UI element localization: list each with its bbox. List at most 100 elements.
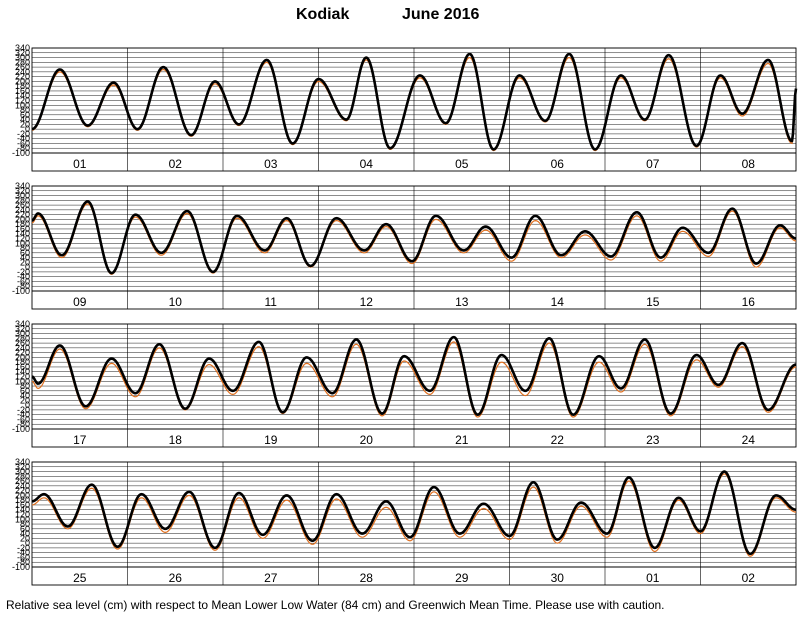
y-tick-label: 80 xyxy=(20,243,30,253)
day-label: 02 xyxy=(169,157,183,171)
y-tick-label: 0 xyxy=(25,124,30,134)
y-tick-label: 60 xyxy=(20,248,30,258)
y-tick-label: 100 xyxy=(15,238,30,248)
y-tick-label: 140 xyxy=(15,505,30,515)
tide-panel-1: -100-80-60-40-20020406080100120140160180… xyxy=(12,43,798,172)
day-label: 28 xyxy=(360,571,374,585)
series-line-observed xyxy=(31,335,797,416)
y-tick-label: 20 xyxy=(20,119,30,129)
y-tick-label: 0 xyxy=(25,538,30,548)
y-tick-label: 200 xyxy=(15,490,30,500)
day-label: 15 xyxy=(646,295,660,309)
y-tick-label: 140 xyxy=(15,91,30,101)
y-tick-label: -20 xyxy=(17,129,30,139)
y-tick-label: 220 xyxy=(15,486,30,496)
y-tick-label: -40 xyxy=(17,410,30,420)
y-tick-label: 100 xyxy=(15,100,30,110)
day-label: 21 xyxy=(455,433,469,447)
day-label: 29 xyxy=(455,571,469,585)
y-tick-label: -60 xyxy=(17,138,30,148)
y-tick-label: -40 xyxy=(17,548,30,558)
day-label: 08 xyxy=(742,157,756,171)
tide-panel-4: -100-80-60-40-20020406080100120140160180… xyxy=(12,457,797,586)
y-tick-label: -100 xyxy=(12,148,30,158)
y-tick-label: 60 xyxy=(20,110,30,120)
day-label: 25 xyxy=(73,571,87,585)
y-tick-label: -80 xyxy=(17,557,30,567)
day-label: 24 xyxy=(742,433,756,447)
y-tick-label: 100 xyxy=(15,376,30,386)
y-tick-label: -80 xyxy=(17,281,30,291)
panel-frame xyxy=(31,185,797,310)
day-label: 04 xyxy=(360,157,374,171)
y-tick-label: -100 xyxy=(12,424,30,434)
y-tick-label: 320 xyxy=(15,462,30,472)
day-label: 18 xyxy=(169,433,183,447)
y-tick-label: 340 xyxy=(15,181,30,191)
day-label: 27 xyxy=(264,571,278,585)
y-tick-label: -60 xyxy=(17,276,30,286)
day-label: 17 xyxy=(73,433,87,447)
y-tick-label: -80 xyxy=(17,143,30,153)
y-tick-label: -100 xyxy=(12,562,30,572)
y-tick-label: 280 xyxy=(15,333,30,343)
day-label: 14 xyxy=(551,295,565,309)
y-tick-label: 180 xyxy=(15,357,30,367)
panel-frame xyxy=(31,323,797,448)
y-tick-label: 40 xyxy=(20,115,30,125)
y-tick-label: -80 xyxy=(17,419,30,429)
chart-caption: Relative sea level (cm) with respect to … xyxy=(6,598,665,612)
day-label: 03 xyxy=(264,157,278,171)
y-tick-label: 120 xyxy=(15,234,30,244)
day-label: 01 xyxy=(73,157,87,171)
y-tick-label: 260 xyxy=(15,476,30,486)
series-line-predicted xyxy=(31,203,797,275)
y-tick-label: 180 xyxy=(15,81,30,91)
day-label: 23 xyxy=(646,433,660,447)
y-tick-label: -20 xyxy=(17,405,30,415)
day-label: 26 xyxy=(169,571,183,585)
day-label: 13 xyxy=(455,295,469,309)
y-tick-label: 200 xyxy=(15,214,30,224)
y-tick-label: 280 xyxy=(15,471,30,481)
tide-panel-2: -100-80-60-40-20020406080100120140160180… xyxy=(12,181,797,310)
y-tick-label: 240 xyxy=(15,481,30,491)
day-label: 06 xyxy=(551,157,565,171)
y-tick-label: 260 xyxy=(15,62,30,72)
y-tick-label: 120 xyxy=(15,372,30,382)
y-tick-label: 240 xyxy=(15,67,30,77)
y-tick-label: 260 xyxy=(15,338,30,348)
day-label: 10 xyxy=(169,295,183,309)
y-tick-label: 160 xyxy=(15,224,30,234)
y-tick-label: 300 xyxy=(15,467,30,477)
day-label: 16 xyxy=(742,295,756,309)
y-tick-label: 220 xyxy=(15,348,30,358)
y-tick-label: 40 xyxy=(20,529,30,539)
y-tick-label: 300 xyxy=(15,329,30,339)
day-label: 09 xyxy=(73,295,87,309)
day-label: 19 xyxy=(264,433,278,447)
chart-title-station: Kodiak xyxy=(296,6,350,23)
chart-title-month: June 2016 xyxy=(402,6,480,23)
series-line-observed xyxy=(31,200,797,275)
y-tick-label: 120 xyxy=(15,96,30,106)
y-tick-label: 340 xyxy=(15,457,30,467)
y-tick-label: 140 xyxy=(15,229,30,239)
y-tick-label: 0 xyxy=(25,262,30,272)
day-label: 12 xyxy=(360,295,374,309)
y-tick-label: 300 xyxy=(15,191,30,201)
y-tick-label: 220 xyxy=(15,72,30,82)
y-tick-label: 160 xyxy=(15,362,30,372)
y-tick-label: -20 xyxy=(17,543,30,553)
y-tick-label: 40 xyxy=(20,253,30,263)
day-label: 11 xyxy=(265,295,278,309)
day-label: 07 xyxy=(646,157,660,171)
y-tick-label: 280 xyxy=(15,195,30,205)
y-tick-label: 80 xyxy=(20,105,30,115)
y-tick-label: 100 xyxy=(15,514,30,524)
y-tick-label: 220 xyxy=(15,210,30,220)
y-tick-label: -20 xyxy=(17,267,30,277)
y-tick-label: 200 xyxy=(15,76,30,86)
y-tick-label: 20 xyxy=(20,533,30,543)
